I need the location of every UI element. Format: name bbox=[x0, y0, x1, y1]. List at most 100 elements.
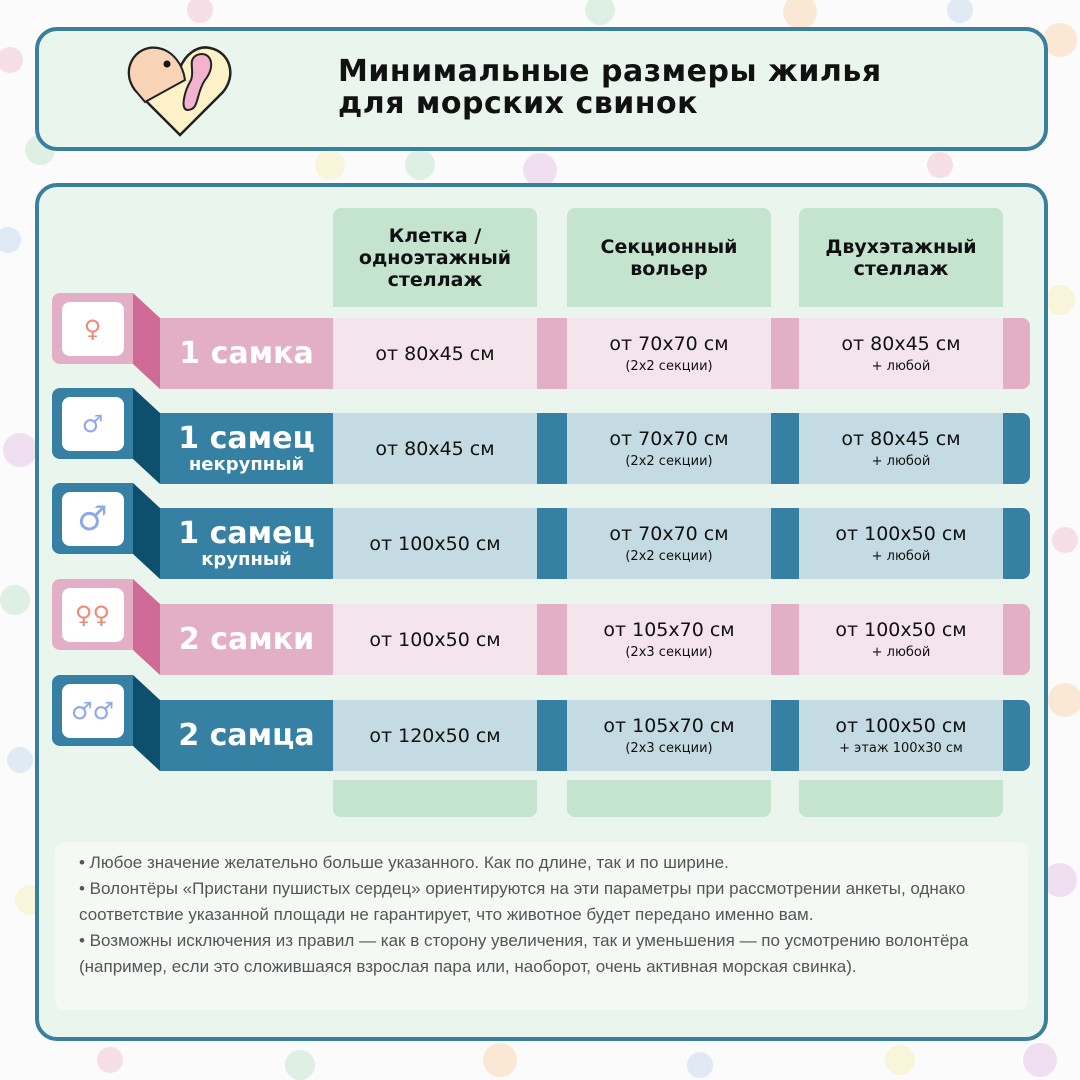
table-cell: от 70х70 см (2х2 секции) bbox=[567, 413, 771, 484]
large-male-icon: ♂ bbox=[61, 491, 124, 546]
cell-note: + этаж 100х30 см bbox=[839, 741, 963, 756]
row-icon-tab: ♀ bbox=[52, 293, 133, 364]
background-dot bbox=[1043, 23, 1077, 57]
background-dot bbox=[7, 747, 33, 773]
title-line: Минимальные размеры жилья bbox=[338, 54, 882, 89]
cell-note: (2х2 секции) bbox=[625, 359, 713, 374]
background-dot bbox=[0, 585, 30, 615]
cell-note: + любой bbox=[871, 549, 931, 564]
column-footer bbox=[799, 780, 1003, 817]
column-footer bbox=[333, 780, 537, 817]
background-dot bbox=[885, 1045, 915, 1075]
cell-value: от 100х50 см bbox=[835, 619, 967, 641]
table-cell: от 80х45 см bbox=[333, 318, 537, 389]
table-cell: от 80х45 см + любой bbox=[799, 413, 1003, 484]
note: • Возможны исключения из правил — как в … bbox=[79, 931, 969, 976]
row-label: 2 самца bbox=[160, 700, 333, 771]
background-dot bbox=[97, 1047, 123, 1073]
background-dot bbox=[1048, 683, 1080, 717]
male-icon: ♂ bbox=[61, 396, 124, 451]
cell-value: от 100х50 см bbox=[369, 532, 501, 555]
cell-value: от 80х45 см bbox=[375, 437, 495, 460]
background-dot bbox=[405, 150, 435, 180]
cell-value: от 120х50 см bbox=[369, 724, 501, 747]
background-dot bbox=[0, 47, 23, 73]
column-header-label: Двухэтажный стеллаж bbox=[825, 235, 977, 280]
cell-value: от 80х45 см bbox=[375, 342, 495, 365]
title-line: для морских свинок bbox=[338, 86, 698, 121]
table-cell: от 105х70 см (2х3 секции) bbox=[567, 700, 771, 771]
cell-note: + любой bbox=[871, 454, 931, 469]
background-dot bbox=[927, 152, 953, 178]
cell-value: от 105х70 см bbox=[603, 619, 735, 641]
table-cell: от 105х70 см (2х3 секции) bbox=[567, 604, 771, 675]
note: • Волонтёры «Пристани пушистых сердец» о… bbox=[79, 879, 966, 924]
cell-value: от 100х50 см bbox=[369, 628, 501, 651]
background-dot bbox=[1023, 1043, 1057, 1077]
cell-note: + любой bbox=[871, 645, 931, 660]
row-icon-tab: ♂ bbox=[52, 388, 133, 459]
note: • Любое значение желательно больше указа… bbox=[79, 853, 729, 872]
column-header: Двухэтажный стеллаж bbox=[799, 208, 1003, 307]
row-label-sub: крупный bbox=[201, 548, 292, 570]
background-dot bbox=[1045, 285, 1075, 315]
cell-note: (2х2 секции) bbox=[625, 549, 713, 564]
column-header: Клетка / одноэтажный стеллаж bbox=[333, 208, 537, 307]
cell-value: от 70х70 см bbox=[609, 428, 729, 450]
cell-value: от 100х50 см bbox=[835, 523, 967, 545]
background-dot bbox=[483, 1043, 517, 1077]
row-label: 1 самка bbox=[160, 318, 333, 389]
table-cell: от 80х45 см + любой bbox=[799, 318, 1003, 389]
table-cell: от 100х50 см + любой bbox=[799, 508, 1003, 579]
two-females-icon: ♀♀ bbox=[61, 587, 124, 642]
table-cell: от 120х50 см bbox=[333, 700, 537, 771]
cell-value: от 70х70 см bbox=[609, 333, 729, 355]
background-dot bbox=[1052, 527, 1078, 553]
cell-value: от 105х70 см bbox=[603, 715, 735, 737]
background-dot bbox=[315, 150, 345, 180]
table-cell: от 100х50 см + этаж 100х30 см bbox=[799, 700, 1003, 771]
row-label-main: 1 самец bbox=[178, 420, 315, 456]
cell-note: (2х2 секции) bbox=[625, 454, 713, 469]
cell-value: от 80х45 см bbox=[841, 333, 961, 355]
row-label-sub: некрупный bbox=[188, 453, 305, 475]
table-cell: от 70х70 см (2х2 секции) bbox=[567, 318, 771, 389]
background-dot bbox=[0, 227, 21, 253]
column-footer bbox=[567, 780, 771, 817]
row-label-main: 2 самки bbox=[178, 621, 315, 657]
row-label-main: 2 самца bbox=[178, 717, 315, 753]
row-icon-tab: ♀♀ bbox=[52, 579, 133, 650]
notes: • Любое значение желательно больше указа… bbox=[55, 842, 1028, 1010]
background-dot bbox=[285, 1050, 315, 1080]
cell-note: (2х3 секции) bbox=[625, 645, 713, 660]
table-cell: от 80х45 см bbox=[333, 413, 537, 484]
row-label: 2 самки bbox=[160, 604, 333, 675]
background-dot bbox=[585, 0, 615, 25]
row-label-main: 1 самка bbox=[179, 335, 314, 371]
table-cell: от 100х50 см + любой bbox=[799, 604, 1003, 675]
background-dot bbox=[187, 0, 213, 23]
background-dot bbox=[687, 1052, 713, 1078]
cell-note: (2х3 секции) bbox=[625, 741, 713, 756]
table-cell: от 70х70 см (2х2 секции) bbox=[567, 508, 771, 579]
row-label: 1 самец некрупный bbox=[160, 413, 333, 484]
two-males-icon: ♂♂ bbox=[61, 683, 124, 738]
cell-value: от 80х45 см bbox=[841, 428, 961, 450]
column-header: Секционный вольер bbox=[567, 208, 771, 307]
cell-value: от 70х70 см bbox=[609, 523, 729, 545]
table-cell: от 100х50 см bbox=[333, 508, 537, 579]
row-label: 1 самец крупный bbox=[160, 508, 333, 579]
row-icon-tab: ♂ bbox=[52, 483, 133, 554]
background-dot bbox=[523, 153, 557, 187]
heart-logo-icon bbox=[127, 46, 232, 137]
table-cell: от 100х50 см bbox=[333, 604, 537, 675]
female-icon: ♀ bbox=[61, 301, 124, 356]
cell-note: + любой bbox=[871, 359, 931, 374]
row-icon-tab: ♂♂ bbox=[52, 675, 133, 746]
page-title: Минимальные размеры жилья для морских св… bbox=[338, 56, 882, 120]
column-header-label: Клетка / одноэтажный стеллаж bbox=[358, 224, 512, 291]
background-dot bbox=[783, 0, 817, 29]
cell-value: от 100х50 см bbox=[835, 715, 967, 737]
background-dot bbox=[3, 433, 37, 467]
column-header-label: Секционный вольер bbox=[600, 235, 738, 280]
